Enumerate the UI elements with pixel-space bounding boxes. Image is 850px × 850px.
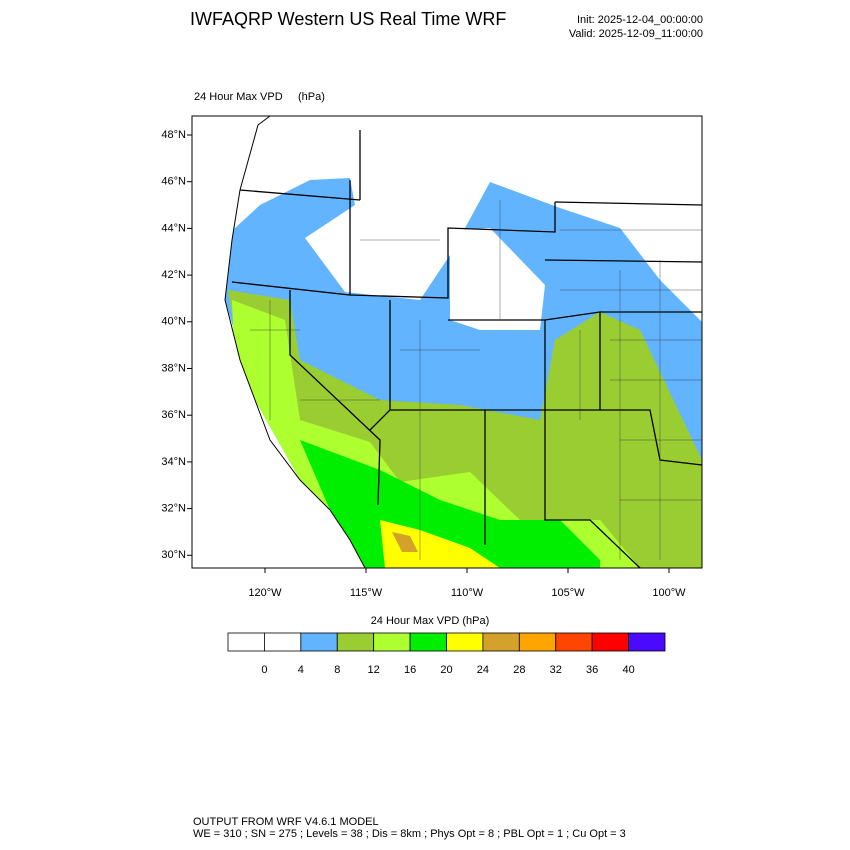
colorbar-box bbox=[591, 632, 629, 652]
title: IWFAQRP Western US Real Time WRF bbox=[190, 9, 506, 29]
lat-label: 44°N bbox=[161, 222, 186, 234]
vpd-24-28 bbox=[392, 532, 418, 552]
colorbar-label: 4 bbox=[298, 664, 304, 676]
lon-label: 115°W bbox=[350, 587, 383, 599]
state-borders bbox=[231, 130, 702, 568]
lon-label: 110°W bbox=[451, 587, 484, 599]
colorbar-box bbox=[518, 632, 557, 652]
colorbar-box bbox=[300, 632, 338, 652]
vpd-16-20 bbox=[300, 440, 600, 568]
lat-label: 38°N bbox=[161, 362, 186, 374]
valid-time: Valid: 2025-12-09_11:00:00 bbox=[569, 28, 703, 40]
lon-label: 100°W bbox=[652, 587, 686, 599]
ocean bbox=[192, 116, 365, 568]
colorbar-box bbox=[336, 632, 375, 652]
lat-label: 42°N bbox=[161, 269, 186, 281]
colorbar-title: 24 Hour Max VPD (hPa) bbox=[371, 615, 490, 627]
colorbar-label: 36 bbox=[586, 664, 598, 676]
init-time: Init: 2025-12-04_00:00:00 bbox=[577, 14, 703, 26]
lon-label: 105°W bbox=[551, 587, 585, 599]
colorbar-box bbox=[409, 632, 447, 652]
colorbar-label: 0 bbox=[261, 664, 267, 676]
lat-label: 34°N bbox=[161, 456, 186, 468]
colorbar-label: 32 bbox=[550, 664, 562, 676]
lat-label: 48°N bbox=[161, 129, 186, 141]
colorbar-label: 20 bbox=[440, 664, 452, 676]
colorbar-label: 12 bbox=[368, 664, 380, 676]
footer-line: WE = 310 ; SN = 275 ; Levels = 38 ; Dis … bbox=[193, 828, 626, 840]
colorbar-box bbox=[446, 632, 484, 652]
colorbar-label: 40 bbox=[622, 664, 634, 676]
colorbar-label: 24 bbox=[477, 664, 489, 676]
field-name: 24 Hour Max VPD bbox=[194, 91, 283, 103]
colorbar-box bbox=[264, 632, 302, 652]
map-frame bbox=[191, 115, 703, 569]
colorbar-box bbox=[628, 632, 666, 652]
lon-label: 120°W bbox=[248, 587, 282, 599]
lat-label: 46°N bbox=[161, 176, 186, 188]
footer-line: OUTPUT FROM WRF V4.6.1 MODEL bbox=[193, 816, 379, 828]
vpd-white-patch bbox=[450, 228, 545, 330]
colorbar-label: 8 bbox=[334, 664, 340, 676]
colorbar-box bbox=[482, 632, 520, 652]
lat-label: 32°N bbox=[161, 503, 186, 515]
colorbar-label: 16 bbox=[404, 664, 416, 676]
colorbar-box bbox=[555, 632, 593, 652]
vpd-20-24 bbox=[380, 520, 500, 568]
colorbar-box bbox=[373, 632, 411, 652]
lat-label: 40°N bbox=[161, 316, 186, 328]
map bbox=[192, 116, 702, 568]
lat-label: 30°N bbox=[161, 549, 186, 561]
field-units: (hPa) bbox=[298, 91, 325, 103]
county-borders bbox=[250, 200, 702, 560]
coastline bbox=[224, 116, 366, 568]
lat-label: 36°N bbox=[161, 409, 186, 421]
colorbar-box bbox=[227, 632, 265, 652]
colorbar-label: 28 bbox=[513, 664, 525, 676]
